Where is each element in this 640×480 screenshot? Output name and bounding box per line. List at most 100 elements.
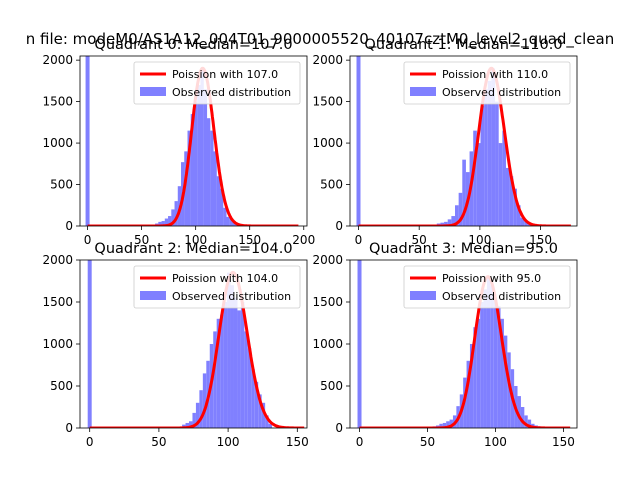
histogram-bar: [254, 381, 259, 428]
legend-label: Observed distribution: [172, 86, 291, 99]
histogram-bar: [187, 130, 191, 226]
histogram-bar: [229, 219, 234, 226]
histogram-bar: [216, 318, 221, 428]
histogram-bar: [502, 130, 506, 226]
histogram-bar: [199, 390, 203, 428]
histogram-bar: [458, 192, 463, 226]
y-tick-label: 0: [335, 219, 343, 233]
histogram-bar: [483, 289, 487, 428]
x-tick-label: 50: [151, 435, 166, 449]
legend-bar-swatch: [410, 87, 436, 96]
poisson-curve: [89, 270, 305, 428]
histogram-bar: [213, 151, 217, 226]
histogram-bar: [244, 331, 248, 428]
panel-title: Quadrant 3: Median=95.0: [369, 241, 558, 257]
histogram-bar: [197, 85, 201, 226]
histogram-bar: [200, 68, 204, 226]
histogram-bar: [213, 331, 217, 428]
histogram-bar: [161, 221, 165, 226]
y-tick-label: 1000: [42, 136, 73, 150]
y-tick-label: 0: [65, 421, 73, 435]
histogram-bar: [451, 216, 456, 226]
y-tick-label: 500: [50, 178, 73, 192]
x-tick-label: 100: [484, 435, 507, 449]
histogram-bar: [493, 297, 498, 428]
histogram-bar: [509, 176, 514, 226]
legend-label: Observed distribution: [442, 86, 561, 99]
legend-bar-swatch: [140, 291, 166, 300]
axes-frame: [349, 55, 578, 227]
histogram-bar: [462, 159, 466, 226]
y-tick-label: 500: [320, 178, 343, 192]
y-tick-label: 1500: [42, 295, 73, 309]
histogram-bar: [192, 412, 196, 428]
legend: Poission with 107.0 Observed distribution: [133, 61, 301, 105]
histogram-bar: [240, 302, 245, 428]
x-tick-label: 200: [292, 233, 315, 247]
y-tick-label: 1500: [42, 95, 73, 109]
legend-label: Poission with 110.0: [442, 68, 548, 81]
legend-label: Poission with 107.0: [172, 68, 278, 81]
histogram-bar: [444, 221, 448, 226]
histogram-bar: [193, 101, 198, 226]
histogram-bar: [210, 130, 214, 226]
y-tick-label: 1500: [312, 95, 343, 109]
histogram-bar: [184, 151, 188, 226]
histogram-bar: [513, 188, 517, 226]
histogram-bar: [226, 216, 230, 226]
histogram-bar: [446, 421, 450, 428]
histogram-bar: [185, 422, 190, 428]
histogram-bar: [503, 335, 508, 428]
histogram-bar: [447, 219, 452, 226]
quadrant-2-panel: Quadrant 2: Median=104.00 50 100 1500500100…: [42, 241, 308, 449]
legend: Poission with 110.0 Observed distribution: [403, 61, 571, 105]
histogram-bar: [498, 143, 503, 226]
histogram-bar: [473, 130, 477, 226]
histogram-bar: [439, 423, 443, 428]
histogram-bar: [87, 260, 92, 428]
histogram-bar: [168, 216, 172, 226]
histogram-bar: [516, 205, 521, 226]
histogram-bar: [449, 419, 453, 428]
figure-title: n file: modeM0/AS1A12_004T01_9000005520_…: [26, 30, 615, 49]
y-tick-label: 500: [50, 379, 73, 393]
x-tick-label: 0: [86, 435, 94, 449]
legend: Poission with 95.0 Observed distribution: [403, 265, 571, 309]
x-tick-label: 100: [468, 233, 491, 247]
panel-title: Quadrant 2: Median=104.0: [94, 241, 292, 257]
histogram-bar: [527, 419, 532, 428]
x-tick-label: 0: [355, 233, 363, 247]
histogram-bar: [158, 221, 162, 226]
histogram-bar: [473, 327, 477, 428]
histogram-bar: [524, 221, 528, 226]
legend-box: [133, 61, 301, 105]
histogram-bar: [356, 56, 361, 226]
histogram-bar: [476, 143, 481, 226]
histogram-bar: [251, 369, 255, 428]
histogram-bar: [505, 167, 510, 226]
histogram-bar: [487, 80, 492, 226]
y-tick-label: 2000: [42, 253, 73, 267]
y-tick-label: 2000: [312, 253, 343, 267]
legend-bar-swatch: [410, 291, 436, 300]
histogram-bar: [174, 201, 178, 226]
quadrant-0-panel: Quadrant 0: Median=107.00 50 100 150 2000500…: [42, 37, 315, 247]
histogram-bar: [497, 306, 501, 428]
histogram-bar: [524, 415, 528, 428]
x-tick-label: 50: [134, 233, 149, 247]
x-tick-label: 0: [84, 233, 92, 247]
legend-label: Observed distribution: [442, 290, 561, 303]
histogram-bar: [237, 310, 241, 428]
x-tick-label: 100: [217, 435, 240, 449]
poisson-curve: [358, 66, 571, 226]
histogram-bar: [247, 348, 252, 428]
y-tick-label: 0: [65, 219, 73, 233]
y-tick-label: 500: [320, 379, 343, 393]
quadrant-1-panel: Quadrant 1: Median=110.00 50 100 1500500100…: [312, 37, 578, 247]
histogram-bar: [455, 205, 459, 226]
histogram-bar: [171, 209, 175, 226]
histogram-bar: [164, 218, 169, 226]
histogram-bar: [517, 396, 521, 428]
histogram-bar: [85, 56, 90, 226]
x-tick-label: 150: [238, 233, 261, 247]
